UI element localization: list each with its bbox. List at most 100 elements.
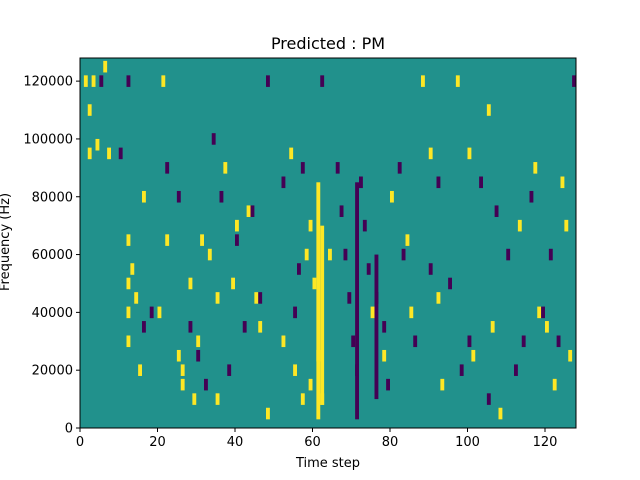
heatmap-cell [409, 306, 414, 319]
heatmap-cell [347, 292, 352, 304]
y-tick-label: 120000 [23, 75, 73, 90]
heatmap-cell [134, 292, 139, 304]
heatmap-cell [428, 263, 433, 275]
heatmap-cell [180, 364, 185, 376]
x-axis: 0 20 40 60 80 100 120 [76, 428, 558, 450]
heatmap-cell [126, 335, 131, 348]
heatmap-cell [514, 364, 518, 376]
heatmap-cell [188, 277, 193, 290]
heatmap-cell [390, 190, 394, 203]
x-tick-label: 80 [382, 435, 399, 450]
heatmap-cell [188, 321, 193, 333]
heatmap-cell [304, 248, 309, 261]
heatmap-cell [242, 321, 247, 333]
heatmap-cell [351, 335, 356, 348]
heatmap-cell [308, 378, 313, 391]
heatmap-cell [467, 335, 472, 348]
x-tick-label: 40 [227, 435, 244, 450]
x-tick-label: 60 [304, 435, 321, 450]
y-tick-label: 80000 [32, 190, 73, 205]
heatmap-cell [142, 321, 146, 333]
heatmap-cell [300, 393, 305, 405]
heatmap-cell [386, 378, 390, 391]
heatmap-cell [215, 393, 220, 405]
heatmap-cell [374, 292, 379, 304]
heatmap-cell [316, 349, 321, 362]
heatmap-cell [355, 364, 359, 376]
heatmap-cell [126, 306, 131, 319]
heatmap-cell [560, 176, 565, 189]
y-tick-label: 40000 [32, 306, 73, 321]
y-tick-label: 20000 [32, 364, 73, 379]
heatmap-cell [529, 190, 534, 203]
heatmap-cell [490, 321, 495, 333]
heatmap-cell [448, 277, 452, 290]
heatmap-cell [126, 75, 131, 87]
heatmap-cell [366, 263, 371, 275]
heatmap-cell [312, 277, 317, 290]
heatmap-cell [320, 393, 325, 405]
x-tick-label: 120 [533, 435, 558, 450]
heatmap-cell [428, 147, 433, 160]
heatmap-cell [192, 393, 197, 405]
heatmap-cell [545, 321, 549, 333]
heatmap-cell [436, 176, 441, 189]
heatmap-cell [328, 248, 332, 261]
heatmap-cell [297, 263, 301, 275]
heatmap-band [355, 182, 359, 420]
plot-area [79, 57, 577, 429]
heatmap-cell [258, 292, 263, 304]
heatmap-cell [413, 335, 418, 348]
heatmap-cell [552, 378, 557, 391]
heatmap-cell [362, 219, 367, 232]
heatmap-cell [87, 104, 92, 116]
heatmap-cell [219, 190, 224, 203]
heatmap-cell [107, 147, 111, 160]
heatmap-cell [165, 234, 170, 246]
heatmap-cell [266, 75, 270, 87]
heatmap-cell [455, 75, 460, 87]
heatmap-cell [266, 407, 270, 420]
heatmap-cell [459, 364, 464, 376]
heatmap-cell [421, 75, 425, 87]
heatmap-cell [227, 364, 232, 376]
heatmap-cell [126, 234, 131, 246]
heatmap-cell [359, 176, 363, 189]
heatmap-cell [293, 306, 297, 319]
heatmap-cell [246, 205, 251, 217]
heatmap-cell [401, 248, 406, 261]
heatmap-cell [397, 162, 402, 174]
heatmap-cell [254, 292, 259, 304]
heatmap-cell [568, 349, 573, 362]
heatmap-cell [548, 248, 553, 261]
heatmap-cell [149, 306, 154, 319]
heatmap-cell [118, 147, 123, 160]
heatmap-cell [556, 335, 561, 348]
heatmap-cell [541, 306, 545, 319]
heatmap-band [316, 182, 321, 420]
heatmap-cell [207, 248, 212, 261]
heatmap-cell [126, 277, 131, 290]
heatmap-cell [335, 162, 340, 174]
heatmap-cell [83, 75, 88, 87]
y-axis: 0 20000 40000 60000 80000 100000 120000 [23, 75, 80, 437]
heatmap-cell [517, 219, 522, 232]
heatmap-cell [281, 176, 286, 189]
heatmap-cell [479, 176, 483, 189]
heatmap-cell [215, 292, 220, 304]
heatmap-cell [211, 133, 216, 145]
y-tick-label: 100000 [23, 132, 73, 147]
heatmap-cell [498, 407, 503, 420]
heatmap-cell [382, 321, 387, 333]
heatmap-cell [486, 393, 491, 405]
heatmap-cell [99, 75, 104, 87]
heatmap-cell [223, 162, 228, 174]
heatmap-cell [339, 205, 344, 217]
heatmap-cell [103, 60, 108, 73]
heatmap-cell [231, 277, 235, 290]
heatmap-band [374, 254, 379, 400]
heatmap-cell [308, 219, 313, 232]
heatmap-cell [370, 306, 375, 319]
y-tick-label: 0 [65, 422, 73, 437]
heatmap-cell [142, 190, 146, 203]
